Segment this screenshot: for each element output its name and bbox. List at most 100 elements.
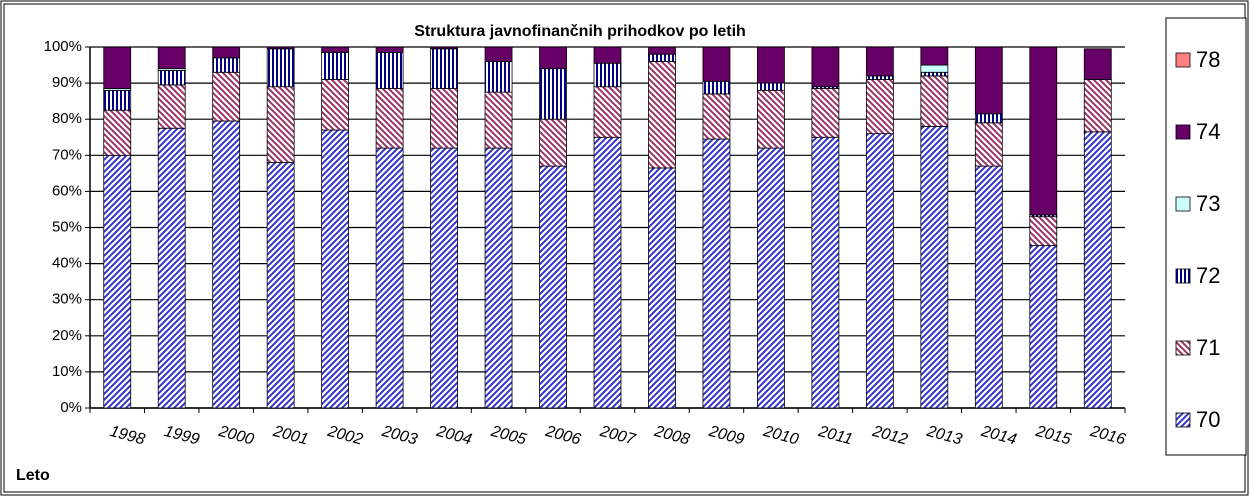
bar-segment [266, 46, 295, 50]
y-tick-label: 80% [52, 110, 82, 127]
bar-segment [375, 52, 404, 89]
bar-segment [157, 84, 186, 129]
y-tick-label: 70% [52, 146, 82, 163]
bar-segment [974, 122, 1003, 167]
bar-segment [157, 127, 186, 409]
legend-swatch [1175, 340, 1191, 356]
bar-segment [974, 165, 1003, 409]
bar-segment [212, 46, 241, 59]
bar-segment [974, 113, 1003, 124]
bar-segment [702, 138, 731, 409]
bar-segment [375, 46, 404, 53]
bar-segment [593, 46, 622, 64]
bar-segment [865, 46, 894, 77]
y-tick-label: 40% [52, 255, 82, 272]
bar-segment [103, 46, 132, 89]
bar-segment [266, 48, 295, 88]
bar-segment [648, 61, 676, 169]
legend-swatch [1175, 124, 1191, 140]
legend-swatch [1175, 412, 1191, 428]
y-tick-label: 100% [44, 38, 82, 55]
bar-segment [1083, 131, 1112, 409]
bar-segment [593, 86, 622, 138]
bar-segment [321, 79, 350, 131]
bar-segment [1083, 79, 1112, 133]
bar-segment [648, 46, 676, 55]
bar-segment [103, 154, 132, 409]
y-tick-label: 50% [52, 218, 82, 235]
bar-segment [811, 88, 840, 138]
bar-segment [430, 46, 458, 50]
bar-segment [212, 57, 241, 73]
bar-segment [593, 62, 622, 88]
bar-segment [1029, 245, 1058, 409]
bar-segment [321, 129, 350, 409]
bar-segment [103, 89, 132, 111]
bar-segment [1029, 216, 1058, 246]
bar-segment [593, 136, 622, 409]
x-axis-label: Leto [16, 467, 50, 484]
bar-segment [920, 71, 949, 77]
bar-segment [212, 71, 241, 122]
bar-segment [757, 147, 785, 409]
bar-segment [648, 167, 676, 409]
bar-segment [648, 53, 676, 62]
bar-segment [757, 89, 785, 149]
bar-segment [103, 109, 132, 156]
bar-segment [430, 147, 458, 409]
legend-label: 72 [1196, 263, 1220, 288]
bar-segment [266, 162, 295, 409]
bar-segment [430, 48, 458, 89]
bar-segment [920, 75, 949, 127]
bar-segment [539, 165, 567, 409]
bar-segment [539, 118, 567, 167]
y-tick-label: 10% [52, 363, 82, 380]
bar-segment [702, 93, 731, 140]
legend [1165, 17, 1247, 456]
bar-segment [375, 88, 404, 149]
legend-label: 70 [1196, 407, 1220, 432]
bar-segment [539, 46, 567, 70]
y-tick-label: 30% [52, 291, 82, 308]
bar-segment [484, 61, 513, 93]
y-tick-label: 60% [52, 182, 82, 199]
legend-swatch [1175, 52, 1191, 68]
bar-segment [920, 46, 949, 66]
bar-segment [811, 136, 840, 409]
bar-segment [811, 46, 840, 88]
bar-segment [702, 80, 731, 95]
bar-segment [321, 46, 350, 53]
legend-label: 71 [1196, 335, 1220, 360]
bar-segment [321, 52, 350, 80]
bar-segment [865, 133, 894, 409]
legend-label: 74 [1196, 119, 1220, 144]
bar-segment [484, 46, 513, 62]
bar-segment [757, 82, 785, 91]
bar-segment [974, 46, 1003, 115]
bar-segment [920, 126, 949, 409]
bar-segment [212, 120, 241, 409]
bar-segment [484, 147, 513, 409]
legend-swatch [1175, 196, 1191, 212]
y-tick-label: 20% [52, 327, 82, 344]
y-tick-label: 0% [60, 399, 82, 416]
bar-segment [266, 86, 295, 163]
bar-segment [757, 46, 785, 84]
bar-segment [865, 75, 894, 80]
y-tick-label: 90% [52, 74, 82, 91]
legend-swatch [1175, 268, 1191, 284]
bar-segment [702, 46, 731, 82]
bar-segment [484, 91, 513, 149]
bar-segment [430, 88, 458, 149]
bar-segment [375, 147, 404, 409]
bar-segment [920, 64, 949, 73]
bar-segment [157, 46, 186, 70]
bar-segment [157, 70, 186, 86]
bar-segment [865, 79, 894, 135]
bar-segment [1029, 46, 1058, 216]
legend-label: 78 [1196, 47, 1220, 72]
bar-segment [1083, 48, 1112, 80]
legend-label: 73 [1196, 191, 1220, 216]
bar-segment [539, 68, 567, 120]
